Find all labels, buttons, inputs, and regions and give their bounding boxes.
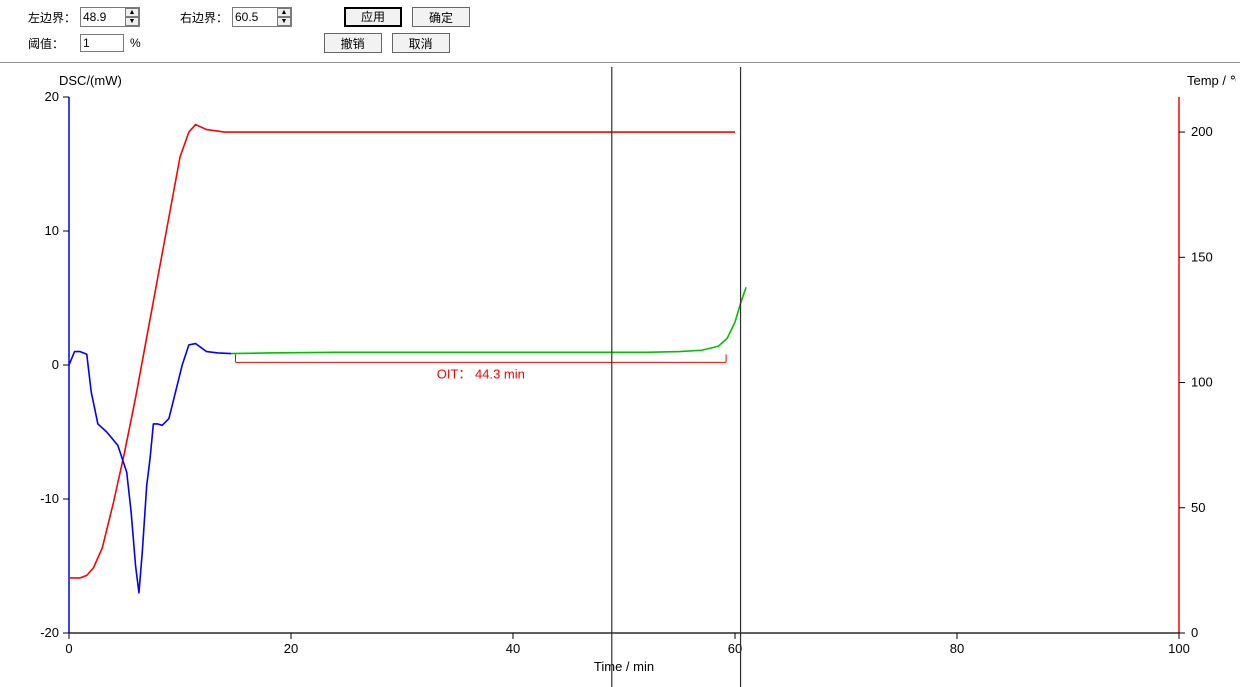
- svg-text:Time / min: Time / min: [594, 659, 654, 674]
- svg-text:Temp / ℃: Temp / ℃: [1187, 73, 1236, 88]
- svg-text:40: 40: [506, 641, 520, 656]
- left-bound-spinner[interactable]: ▲ ▼: [80, 7, 140, 27]
- svg-text:20: 20: [284, 641, 298, 656]
- left-bound-label: 左边界：: [28, 9, 80, 26]
- ok-button[interactable]: 确定: [412, 7, 470, 27]
- svg-text:200: 200: [1191, 124, 1213, 139]
- cancel-button[interactable]: 取消: [392, 33, 450, 53]
- svg-text:150: 150: [1191, 249, 1213, 264]
- svg-text:0: 0: [52, 357, 59, 372]
- svg-text:0: 0: [1191, 625, 1198, 640]
- threshold-label: 阈值：: [28, 35, 80, 52]
- right-bound-input[interactable]: [233, 8, 277, 26]
- svg-text:0: 0: [65, 641, 72, 656]
- undo-button[interactable]: 撤销: [324, 33, 382, 53]
- apply-button[interactable]: 应用: [344, 7, 402, 27]
- right-bound-up[interactable]: ▲: [277, 8, 291, 17]
- svg-text:10: 10: [45, 223, 59, 238]
- threshold-unit: %: [130, 36, 141, 50]
- svg-text:100: 100: [1168, 641, 1190, 656]
- left-bound-input[interactable]: [81, 8, 125, 26]
- svg-text:50: 50: [1191, 500, 1205, 515]
- svg-text:OIT： 44.3 min: OIT： 44.3 min: [437, 366, 525, 381]
- right-bound-down[interactable]: ▼: [277, 17, 291, 26]
- left-bound-down[interactable]: ▼: [125, 17, 139, 26]
- right-bound-spinner[interactable]: ▲ ▼: [232, 7, 292, 27]
- left-bound-up[interactable]: ▲: [125, 8, 139, 17]
- right-bound-label: 右边界：: [180, 9, 232, 26]
- chart-svg: 020406080100Time / min-20-1001020DSC/(mW…: [4, 67, 1236, 687]
- svg-text:100: 100: [1191, 375, 1213, 390]
- svg-text:-20: -20: [40, 625, 59, 640]
- svg-text:-10: -10: [40, 491, 59, 506]
- svg-text:DSC/(mW): DSC/(mW): [59, 73, 122, 88]
- svg-text:80: 80: [950, 641, 964, 656]
- svg-text:20: 20: [45, 89, 59, 104]
- threshold-input[interactable]: [80, 34, 124, 52]
- parameter-toolbar: 左边界： ▲ ▼ 右边界： ▲ ▼ 应用 确定 阈值： % 撤销 取: [0, 0, 1240, 63]
- dsc-chart: 020406080100Time / min-20-1001020DSC/(mW…: [4, 67, 1236, 687]
